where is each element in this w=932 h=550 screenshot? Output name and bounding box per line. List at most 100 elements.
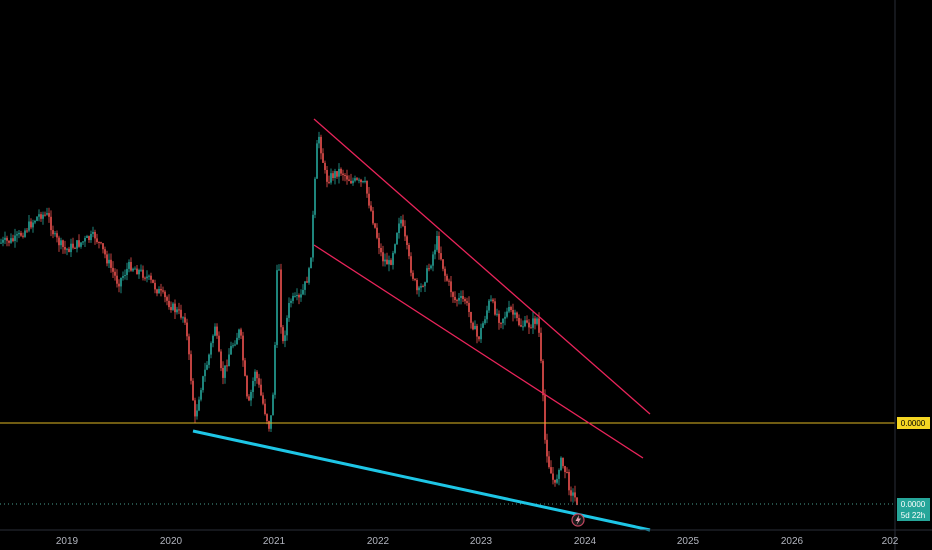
candle-body <box>302 290 304 295</box>
candle-body <box>546 439 548 457</box>
candle-body <box>344 175 346 176</box>
candle-body <box>548 456 550 468</box>
candle-body <box>318 136 320 144</box>
candle-body <box>450 281 452 293</box>
candle-body <box>10 238 12 243</box>
candle-body <box>176 309 178 313</box>
candle-body <box>566 472 568 473</box>
candle-body <box>412 272 414 279</box>
candle-body <box>398 223 400 233</box>
last-price-label: 0.0000 <box>901 500 926 509</box>
candle-body <box>502 318 504 324</box>
candle-body <box>380 248 382 253</box>
candle-body <box>224 365 226 378</box>
candle-body <box>292 295 294 301</box>
candle-body <box>542 360 544 396</box>
candle-body <box>210 343 212 355</box>
candle-body <box>62 240 64 247</box>
candle-body <box>358 179 360 181</box>
candle-body <box>124 275 126 276</box>
candle-body <box>422 286 424 288</box>
candle-body <box>246 375 248 397</box>
candle-body <box>272 394 274 416</box>
candle-body <box>508 307 510 312</box>
candle-body <box>510 307 512 310</box>
candle-body <box>466 301 468 303</box>
candle-body <box>504 316 506 319</box>
upper-channel-line[interactable] <box>313 118 651 415</box>
candle-body <box>534 318 536 324</box>
candle-body <box>168 300 170 308</box>
candle-body <box>420 286 422 288</box>
candle-body <box>464 299 466 302</box>
candle-body <box>44 214 46 216</box>
candle-body <box>478 336 480 340</box>
candle-body <box>50 216 52 231</box>
candle-body <box>472 322 474 330</box>
candle-body <box>310 257 312 269</box>
candle-body <box>222 368 224 378</box>
candle-body <box>174 303 176 313</box>
candle-body <box>468 302 470 312</box>
candle-body <box>470 312 472 323</box>
candle-body <box>404 226 406 237</box>
candle-body <box>570 490 572 496</box>
x-tick-label: 202 <box>882 536 899 547</box>
candle-body <box>334 171 336 178</box>
candle-body <box>536 318 538 324</box>
candle-body <box>112 267 114 272</box>
candle-body <box>258 378 260 385</box>
candle-body <box>424 282 426 287</box>
candle-body <box>448 280 450 282</box>
candle-body <box>252 381 254 392</box>
candle-body <box>394 244 396 253</box>
candle-body <box>16 234 18 236</box>
candle-body <box>512 310 514 315</box>
candle-body <box>460 296 462 298</box>
horizontal-level-label: 0.0000 <box>901 419 926 428</box>
candle-body <box>364 180 366 182</box>
horizontal-level-tag: 0.0000 <box>897 417 930 429</box>
lower-channel-line[interactable] <box>313 244 644 459</box>
candle-body <box>216 326 218 336</box>
candle-body <box>396 233 398 245</box>
candle-body <box>330 173 332 183</box>
candle-body <box>416 280 418 291</box>
candle-body <box>2 239 4 243</box>
candle-body <box>388 260 390 265</box>
candle-body <box>328 181 330 183</box>
candle-body <box>182 317 184 319</box>
candle-body <box>438 236 440 254</box>
support-trendline[interactable] <box>192 429 651 532</box>
candle-body <box>558 470 560 479</box>
candle-body <box>4 237 6 240</box>
candle-body <box>148 275 150 277</box>
candle-body <box>156 289 158 294</box>
candle-body <box>454 296 456 300</box>
candle-body <box>198 399 200 411</box>
candle-body <box>308 268 310 283</box>
lightning-icon[interactable] <box>571 513 585 527</box>
candle-body <box>20 232 22 236</box>
candle-body <box>134 268 136 270</box>
x-tick-label: 2026 <box>781 536 804 547</box>
candle-body <box>242 335 244 361</box>
candle-body <box>462 296 464 299</box>
candle-body <box>486 310 488 320</box>
candle-body <box>158 289 160 294</box>
candle-body <box>28 221 30 231</box>
candle-body <box>314 178 316 215</box>
candle-body <box>316 143 318 179</box>
candle-body <box>194 400 196 417</box>
x-tick-label: 2023 <box>470 536 493 547</box>
candle-body <box>286 317 288 336</box>
candle-body <box>528 322 530 328</box>
candle-body <box>456 300 458 302</box>
candle-body <box>76 240 78 249</box>
candle-body <box>338 168 340 177</box>
candle-body <box>348 179 350 181</box>
candle-body <box>244 360 246 376</box>
candle-body <box>132 268 134 271</box>
